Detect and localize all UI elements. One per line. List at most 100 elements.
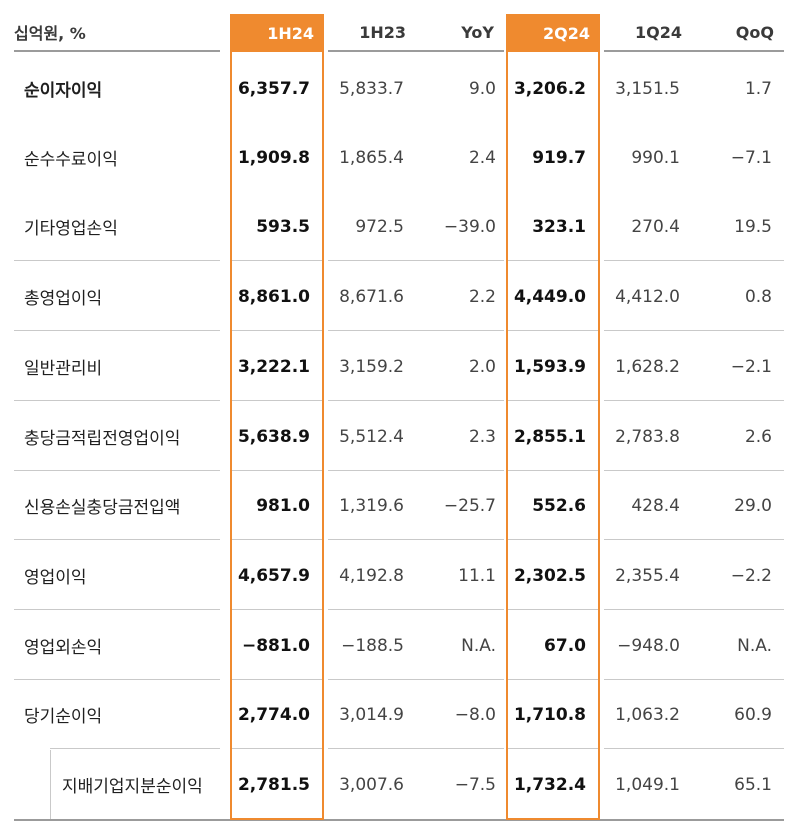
- row-divider: [232, 748, 322, 749]
- value-1h24: 8,861.0: [237, 286, 310, 307]
- table-bottom-rule: [14, 819, 784, 821]
- table-row: 총영업이익 8,861.0 8,671.6 2.2 4,449.0 4,412.…: [0, 262, 800, 331]
- col-header-1q24: 1Q24: [604, 14, 692, 52]
- value-yoy: 2.3: [468, 426, 496, 447]
- value-qoq: −2.2: [730, 565, 772, 586]
- highlight-column-2q24: [506, 14, 600, 820]
- value-1h23: 972.5: [355, 216, 404, 237]
- value-1h23: −188.5: [341, 635, 404, 656]
- value-1h23: 4,192.8: [339, 565, 404, 586]
- row-divider: [508, 609, 598, 610]
- value-yoy: 9.0: [468, 78, 496, 99]
- row-divider: [508, 470, 598, 471]
- row-divider: [232, 260, 322, 261]
- value-2q24: 3,206.2: [513, 78, 586, 99]
- value-1h24: 2,774.0: [237, 704, 310, 725]
- col-header-1h23: 1H23: [328, 14, 416, 52]
- row-label: 일반관리비: [24, 359, 103, 379]
- value-qoq: −7.1: [730, 147, 772, 168]
- value-1h23: 5,833.7: [339, 78, 404, 99]
- row-divider: [328, 400, 504, 401]
- table-row: 당기순이익 2,774.0 3,014.9 −8.0 1,710.8 1,063…: [0, 680, 800, 749]
- table-row: 충당금적립전영업이익 5,638.9 5,512.4 2.3 2,855.1 2…: [0, 402, 800, 471]
- value-1h24: 981.0: [256, 495, 310, 516]
- col-header-yoy: YoY: [416, 14, 504, 52]
- row-divider: [232, 470, 322, 471]
- value-2q24: 1,710.8: [513, 704, 586, 725]
- row-divider: [508, 679, 598, 680]
- value-1h23: 3,159.2: [339, 356, 404, 377]
- row-label: 기타영업손익: [24, 219, 118, 239]
- row-divider: [232, 330, 322, 331]
- value-2q24: 919.7: [532, 147, 586, 168]
- table-row: 지배기업지분순이익 2,781.5 3,007.6 −7.5 1,732.4 1…: [0, 750, 800, 819]
- value-2q24: 323.1: [532, 216, 586, 237]
- row-divider: [328, 330, 504, 331]
- value-1q24: 1,049.1: [615, 774, 680, 795]
- col-header-qoq: QoQ: [692, 14, 784, 52]
- table-row: 기타영업손익 593.5 972.5 −39.0 323.1 270.4 19.…: [0, 192, 800, 261]
- row-divider: [232, 609, 322, 610]
- value-yoy: N.A.: [461, 635, 496, 656]
- row-divider: [328, 679, 504, 680]
- row-label: 총영업이익: [24, 289, 103, 309]
- table-row: 일반관리비 3,222.1 3,159.2 2.0 1,593.9 1,628.…: [0, 332, 800, 401]
- value-2q24: 4,449.0: [513, 286, 586, 307]
- row-divider: [232, 539, 322, 540]
- row-divider: [328, 748, 504, 749]
- row-divider: [508, 539, 598, 540]
- value-yoy: 2.0: [468, 356, 496, 377]
- value-1h24: 1,909.8: [237, 147, 310, 168]
- row-divider: [508, 260, 598, 261]
- value-1h23: 5,512.4: [339, 426, 404, 447]
- row-divider: [328, 470, 504, 471]
- value-qoq: 29.0: [734, 495, 772, 516]
- value-1q24: 270.4: [631, 216, 680, 237]
- value-1q24: 2,783.8: [615, 426, 680, 447]
- value-qoq: 19.5: [734, 216, 772, 237]
- row-divider: [604, 679, 784, 680]
- row-divider: [604, 260, 784, 261]
- value-yoy: −25.7: [443, 495, 496, 516]
- table-row: 영업외손익 −881.0 −188.5 N.A. 67.0 −948.0 N.A…: [0, 611, 800, 680]
- value-yoy: −8.0: [454, 704, 496, 725]
- row-divider: [14, 470, 220, 471]
- value-1h23: 1,865.4: [339, 147, 404, 168]
- value-1h23: 1,319.6: [339, 495, 404, 516]
- value-1q24: 3,151.5: [615, 78, 680, 99]
- row-divider: [14, 400, 220, 401]
- value-1h23: 3,007.6: [339, 774, 404, 795]
- row-label: 영업외손익: [24, 638, 103, 658]
- value-yoy: −39.0: [443, 216, 496, 237]
- row-divider: [232, 679, 322, 680]
- value-1h24: 5,638.9: [237, 426, 310, 447]
- value-2q24: 2,302.5: [513, 565, 586, 586]
- value-1h23: 3,014.9: [339, 704, 404, 725]
- table-row: 순이자이익 6,357.7 5,833.7 9.0 3,206.2 3,151.…: [0, 54, 800, 123]
- value-1q24: 2,355.4: [615, 565, 680, 586]
- value-1h24: 593.5: [256, 216, 310, 237]
- row-divider: [328, 260, 504, 261]
- row-divider: [604, 609, 784, 610]
- row-label: 순이자이익: [24, 81, 103, 101]
- row-divider: [604, 748, 784, 749]
- row-divider: [508, 748, 598, 749]
- value-1h24: 2,781.5: [237, 774, 310, 795]
- row-divider: [14, 330, 220, 331]
- value-1q24: 428.4: [631, 495, 680, 516]
- row-label: 지배기업지분순이익: [62, 777, 203, 797]
- value-yoy: −7.5: [454, 774, 496, 795]
- value-yoy: 2.2: [468, 286, 496, 307]
- value-qoq: 1.7: [744, 78, 772, 99]
- value-1q24: 1,628.2: [615, 356, 680, 377]
- col-header-2q24: 2Q24: [506, 14, 600, 52]
- value-1h24: −881.0: [241, 635, 310, 656]
- row-divider: [604, 400, 784, 401]
- value-1h24: 3,222.1: [237, 356, 310, 377]
- row-divider: [508, 400, 598, 401]
- row-divider: [232, 400, 322, 401]
- highlight-column-1h24: [230, 14, 324, 820]
- row-divider: [328, 539, 504, 540]
- row-label: 순수수료이익: [24, 150, 118, 170]
